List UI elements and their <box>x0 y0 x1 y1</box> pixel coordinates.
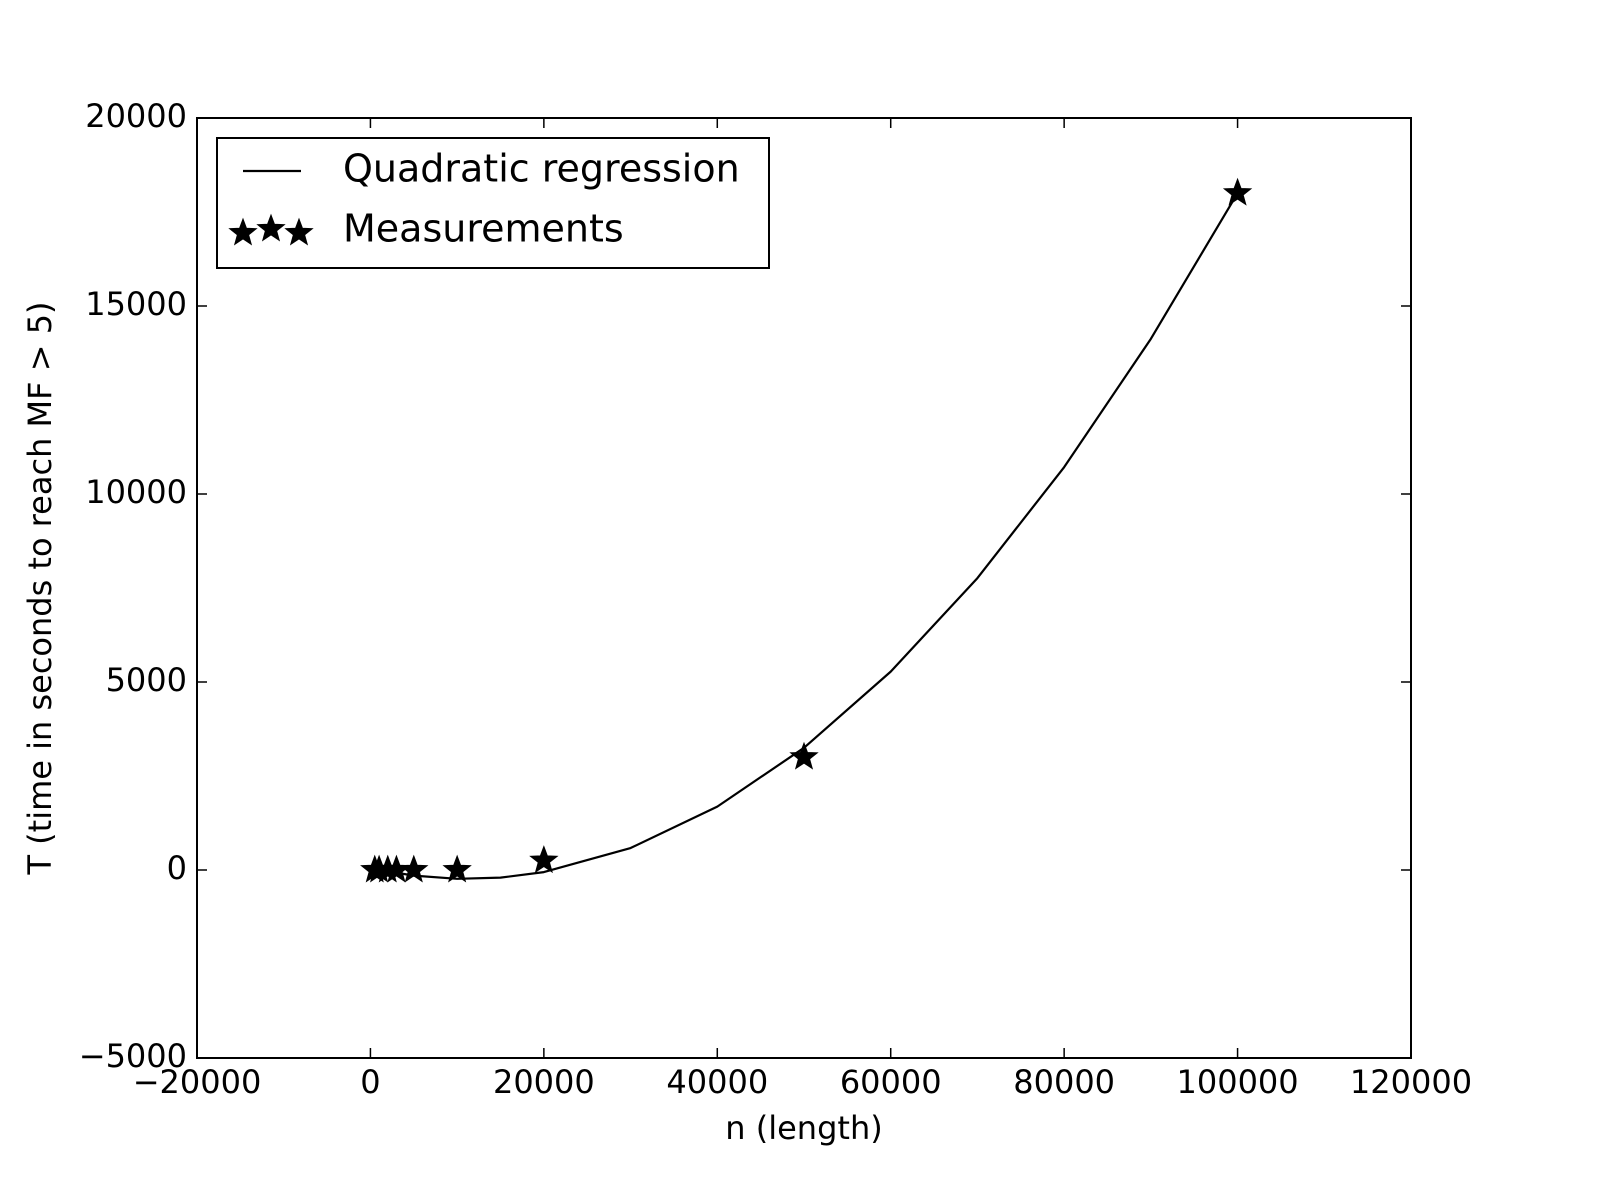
x-tick-label: −20000 <box>133 1063 262 1101</box>
y-tick-label: 15000 <box>85 285 187 323</box>
x-tick-label: 100000 <box>1176 1063 1298 1101</box>
x-tick-label: 80000 <box>1013 1063 1115 1101</box>
y-tick-label: 0 <box>167 849 187 887</box>
star-marker <box>399 854 429 883</box>
y-tick-label: 5000 <box>106 661 187 699</box>
x-axis-label: n (length) <box>725 1109 882 1147</box>
regression-line <box>374 192 1239 880</box>
y-tick-label: −5000 <box>79 1037 187 1075</box>
star-marker <box>529 845 559 874</box>
legend-marker <box>256 213 286 242</box>
star-marker <box>442 854 472 883</box>
star-marker <box>1222 177 1253 206</box>
x-tick-label: 60000 <box>840 1063 942 1101</box>
plot-frame <box>196 117 1412 1059</box>
legend-label: Quadratic regression <box>343 147 740 191</box>
legend-box <box>216 137 770 269</box>
x-tick-label: 20000 <box>493 1063 595 1101</box>
x-tick-label: 0 <box>360 1063 380 1101</box>
y-axis-label: T (time in seconds to reach MF > 5) <box>21 301 59 875</box>
star-marker <box>789 741 819 770</box>
plot-area <box>360 177 1253 883</box>
y-tick-label: 10000 <box>85 473 187 511</box>
legend-marker <box>284 217 314 246</box>
x-tick-label: 120000 <box>1350 1063 1472 1101</box>
legend-marker <box>228 217 258 246</box>
legend-label: Measurements <box>343 207 624 251</box>
x-tick-label: 40000 <box>666 1063 768 1101</box>
y-tick-label: 20000 <box>85 97 187 135</box>
